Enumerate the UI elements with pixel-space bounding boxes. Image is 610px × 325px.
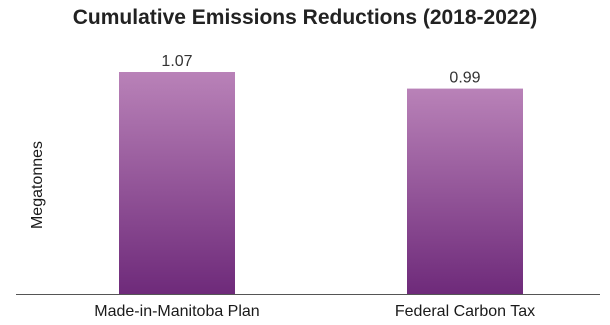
bar-0 <box>119 72 235 294</box>
y-axis-label: Megatonnes <box>29 141 46 229</box>
x-tick-label-1: Federal Carbon Tax <box>395 303 535 320</box>
value-label-0: 1.07 <box>161 53 192 70</box>
bar-1 <box>407 88 523 294</box>
value-label-1: 0.99 <box>449 70 480 87</box>
chart-title: Cumulative Emissions Reductions (2018-20… <box>72 6 538 29</box>
x-tick-label-0: Made-in-Manitoba Plan <box>94 303 259 320</box>
